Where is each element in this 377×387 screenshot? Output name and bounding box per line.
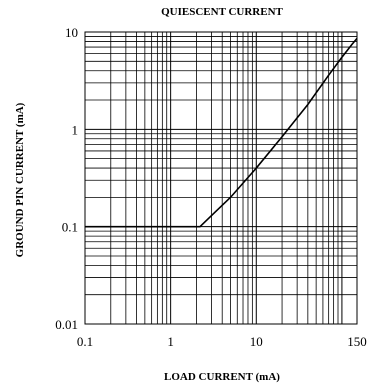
chart-title: QUIESCENT CURRENT: [161, 6, 283, 18]
x-tick-label: 150: [347, 334, 367, 349]
x-tick-label: 10: [250, 334, 263, 349]
y-tick-labels: 0.01 0.1 1 10: [55, 25, 78, 332]
y-tick-label: 10: [65, 25, 78, 40]
y-axis-label: GROUND PIN CURRENT (mA): [14, 102, 26, 257]
x-tick-labels: 0.1 1 10 150: [77, 334, 367, 349]
series-line: [85, 37, 358, 228]
plot-frame: [84, 31, 358, 325]
x-axis-label: LOAD CURRENT (mA): [164, 371, 280, 383]
x-tick-label: 1: [167, 334, 174, 349]
y-tick-label: 0.01: [55, 317, 78, 332]
y-tick-label: 1: [72, 122, 79, 137]
series-group: [85, 37, 358, 228]
y-tick-label: 0.1: [62, 220, 78, 235]
grid: [84, 31, 357, 325]
x-tick-label: 0.1: [77, 334, 93, 349]
